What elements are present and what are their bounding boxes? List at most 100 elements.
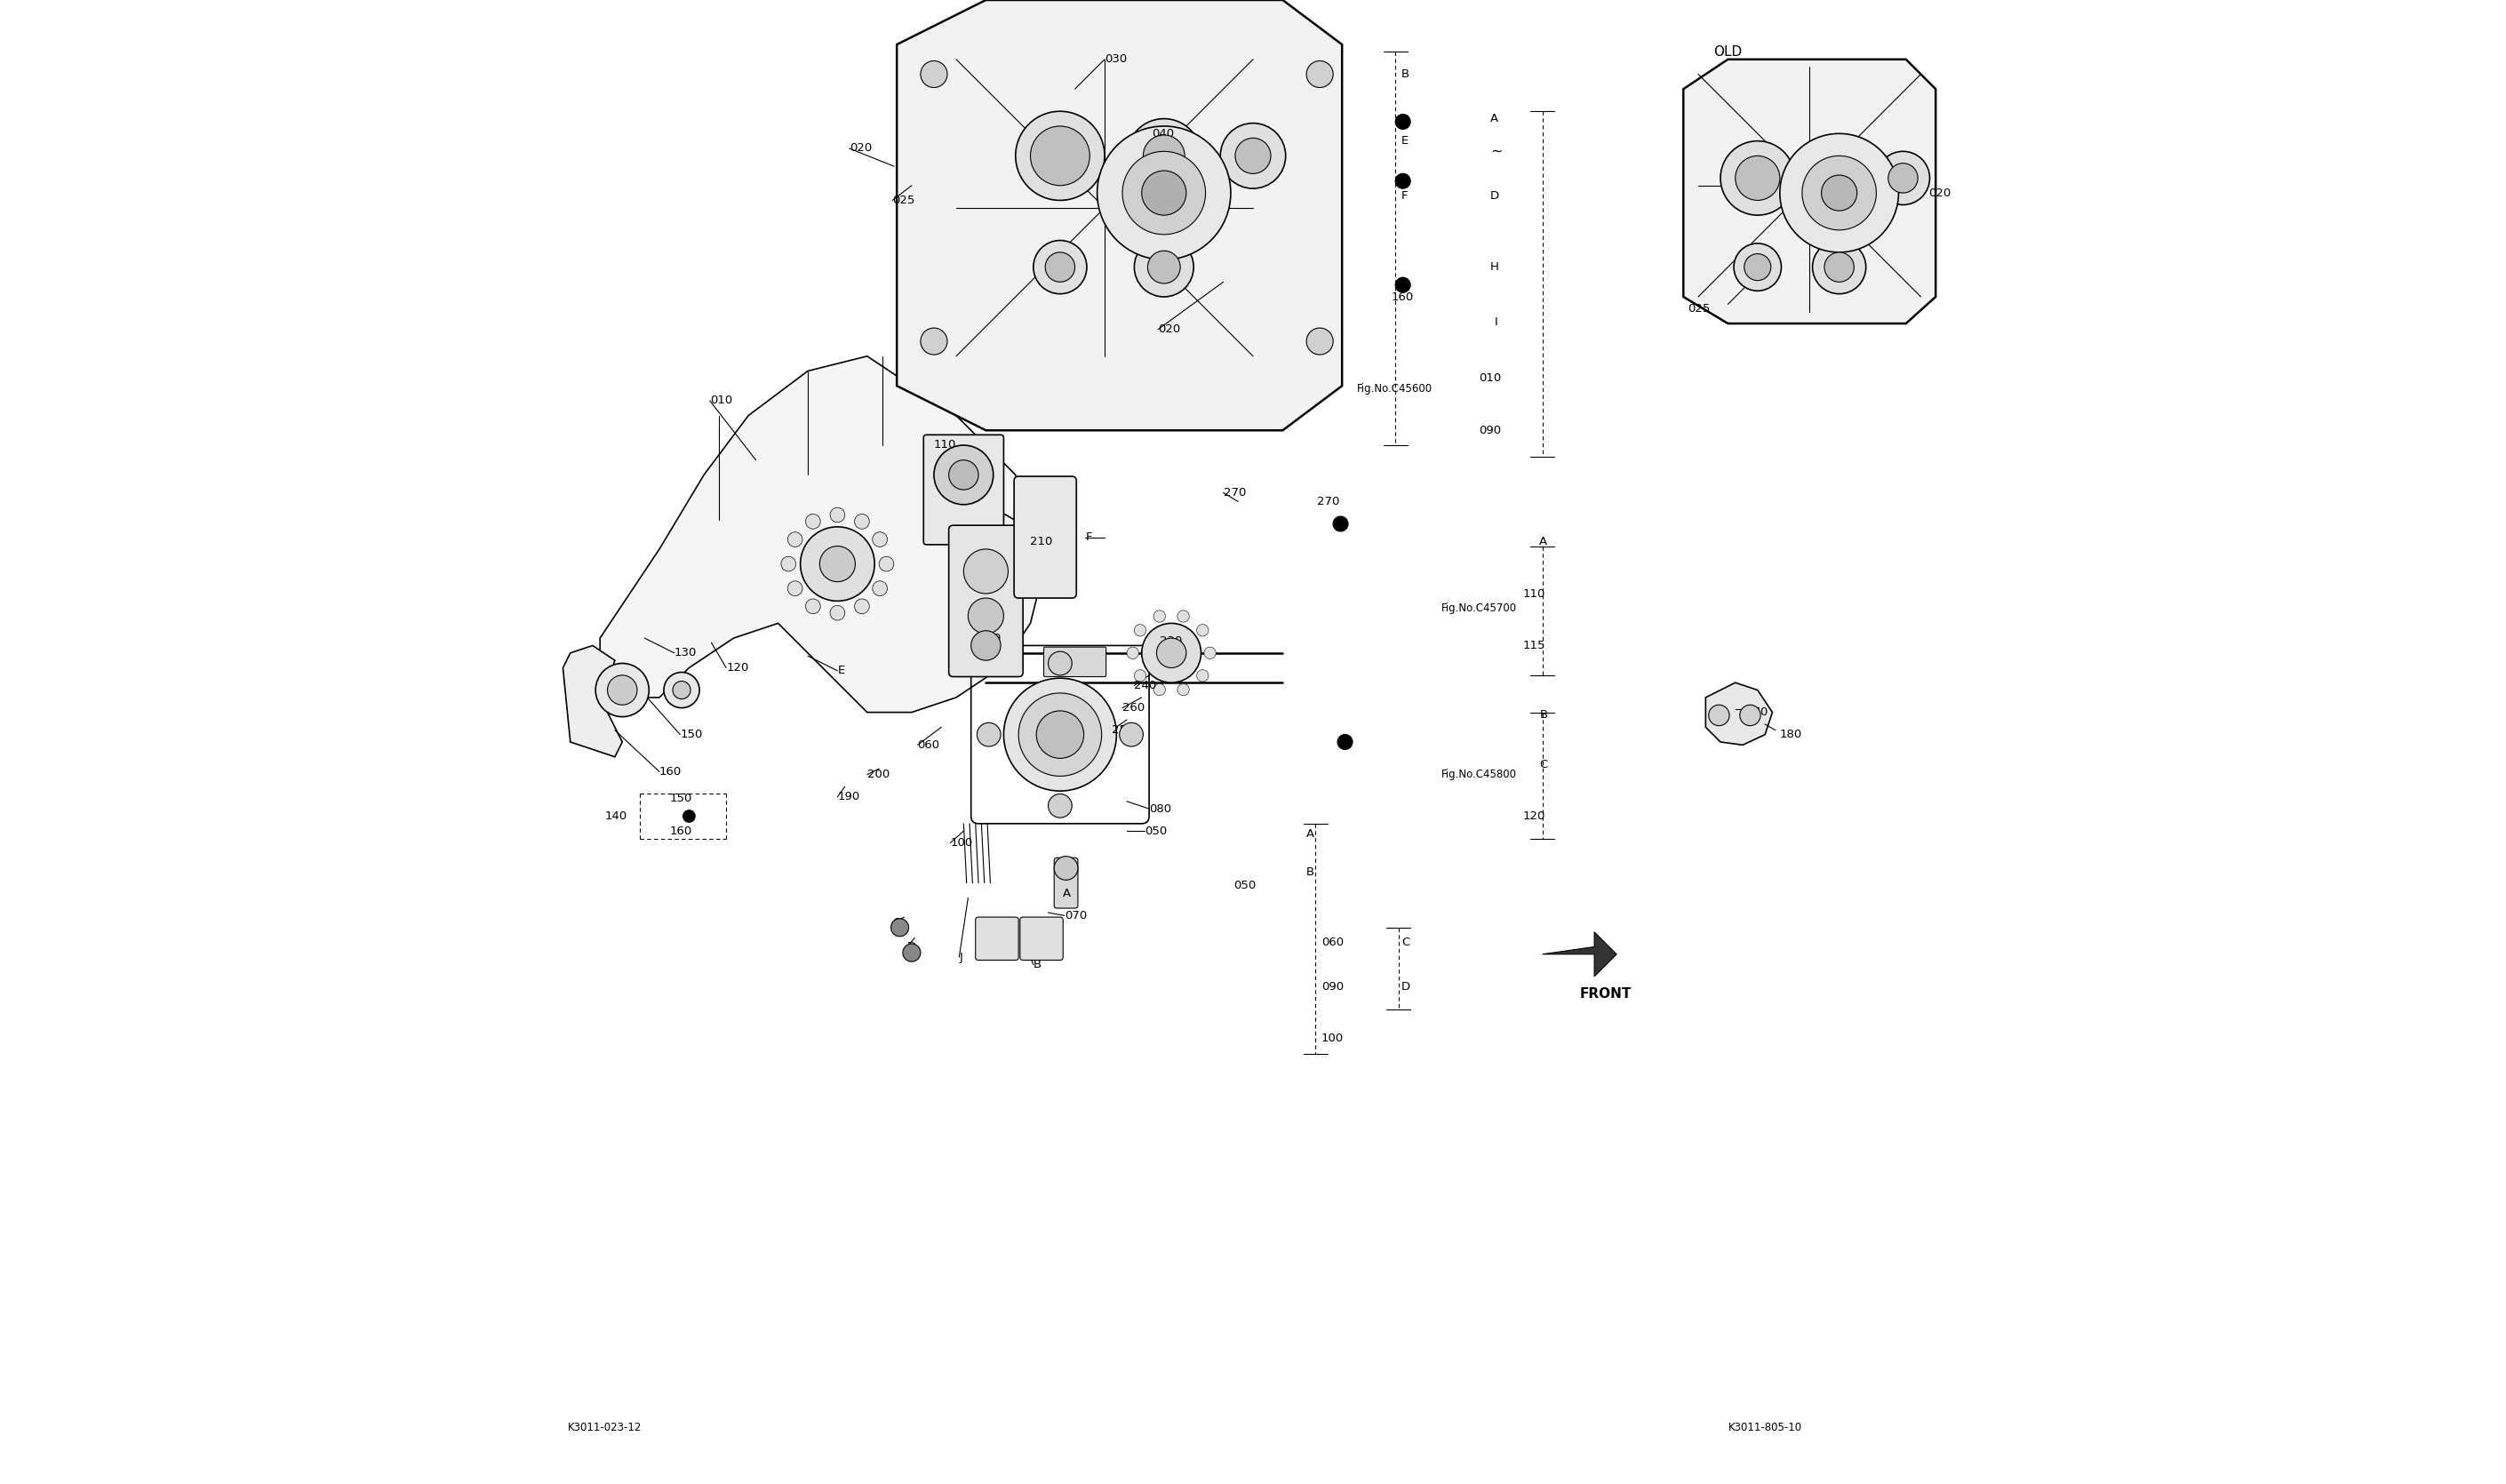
Circle shape (977, 723, 1000, 746)
Text: 210: 210 (1030, 536, 1053, 548)
Circle shape (1779, 134, 1900, 252)
Circle shape (1734, 156, 1779, 200)
Circle shape (970, 631, 1000, 660)
Circle shape (829, 508, 845, 522)
Text: 130: 130 (674, 647, 697, 659)
PathPatch shape (1541, 932, 1616, 976)
Circle shape (1739, 705, 1762, 726)
Text: 270: 270 (1223, 487, 1245, 499)
Text: 090: 090 (1321, 981, 1343, 993)
Text: 270: 270 (1316, 496, 1338, 508)
Circle shape (1220, 123, 1286, 188)
PathPatch shape (1684, 59, 1935, 324)
Text: ~: ~ (1491, 145, 1504, 157)
Circle shape (1235, 138, 1271, 174)
Text: H: H (1491, 261, 1499, 273)
Text: J: J (960, 951, 962, 963)
Text: A: A (1306, 828, 1316, 840)
Circle shape (1178, 610, 1190, 622)
Text: 190: 190 (837, 791, 860, 803)
Circle shape (1198, 669, 1208, 681)
Circle shape (672, 681, 692, 699)
Text: 200: 200 (867, 769, 890, 781)
Circle shape (1015, 111, 1105, 200)
Text: F: F (1401, 190, 1408, 202)
Text: 050: 050 (1145, 825, 1168, 837)
Text: 150: 150 (669, 792, 692, 804)
Circle shape (1135, 625, 1145, 637)
Circle shape (1030, 126, 1090, 186)
Text: 120: 120 (727, 662, 749, 674)
Circle shape (1055, 856, 1078, 880)
Circle shape (855, 600, 870, 614)
Text: 160: 160 (1391, 291, 1413, 303)
Text: FRONT: FRONT (1579, 988, 1631, 1000)
Text: 240: 240 (1135, 680, 1158, 692)
Circle shape (782, 556, 797, 571)
Circle shape (1123, 151, 1205, 234)
Text: A: A (1539, 536, 1549, 548)
Circle shape (1396, 114, 1411, 129)
Text: 070: 070 (1065, 910, 1088, 922)
Text: B: B (1306, 867, 1316, 879)
Text: K3011-805-10: K3011-805-10 (1729, 1422, 1802, 1434)
Circle shape (1306, 61, 1333, 88)
PathPatch shape (897, 0, 1343, 430)
Text: 260: 260 (1123, 702, 1145, 714)
Circle shape (920, 61, 947, 88)
Text: C: C (1539, 758, 1549, 770)
Text: 040: 040 (1153, 128, 1175, 139)
Text: C: C (892, 917, 900, 929)
FancyBboxPatch shape (925, 435, 1005, 545)
FancyBboxPatch shape (1015, 476, 1078, 598)
Circle shape (1005, 678, 1118, 791)
Circle shape (1722, 141, 1794, 215)
Circle shape (855, 513, 870, 528)
Circle shape (1098, 126, 1230, 260)
Circle shape (1203, 647, 1215, 659)
Text: 140: 140 (604, 810, 626, 822)
Text: 060: 060 (917, 739, 940, 751)
Circle shape (1143, 171, 1185, 215)
Circle shape (804, 600, 819, 614)
Circle shape (1135, 669, 1145, 681)
Text: 120: 120 (1524, 810, 1546, 822)
Text: 230: 230 (1160, 635, 1183, 647)
Text: 180: 180 (1779, 729, 1802, 741)
Text: 100: 100 (950, 837, 972, 849)
Circle shape (1120, 723, 1143, 746)
Circle shape (819, 546, 855, 582)
FancyBboxPatch shape (1055, 858, 1078, 908)
FancyBboxPatch shape (1045, 647, 1105, 677)
Text: 220: 220 (977, 632, 1000, 644)
Circle shape (1135, 237, 1193, 297)
Circle shape (872, 533, 887, 548)
Circle shape (902, 944, 920, 962)
Text: Fig.No.C45600: Fig.No.C45600 (1356, 383, 1433, 395)
Text: 020: 020 (1158, 324, 1180, 335)
Text: 160: 160 (659, 766, 682, 778)
Text: A: A (1491, 113, 1499, 125)
Circle shape (684, 810, 694, 822)
Circle shape (892, 919, 910, 936)
Circle shape (1812, 240, 1867, 294)
Circle shape (1048, 651, 1073, 675)
Text: 080: 080 (1150, 803, 1170, 815)
Circle shape (1143, 623, 1200, 683)
Circle shape (606, 675, 637, 705)
Circle shape (1158, 638, 1185, 668)
Text: 010: 010 (1479, 372, 1501, 384)
Circle shape (880, 556, 895, 571)
Text: 090: 090 (1479, 424, 1501, 436)
Text: 150: 150 (679, 729, 702, 741)
FancyBboxPatch shape (1020, 917, 1063, 960)
Circle shape (787, 533, 802, 548)
Text: OLD: OLD (1714, 46, 1742, 58)
Circle shape (1198, 625, 1208, 637)
Circle shape (1048, 794, 1073, 818)
Circle shape (1153, 684, 1165, 696)
FancyBboxPatch shape (950, 525, 1022, 677)
Circle shape (1824, 252, 1854, 282)
Circle shape (1807, 145, 1872, 211)
Text: F: F (1085, 531, 1093, 543)
